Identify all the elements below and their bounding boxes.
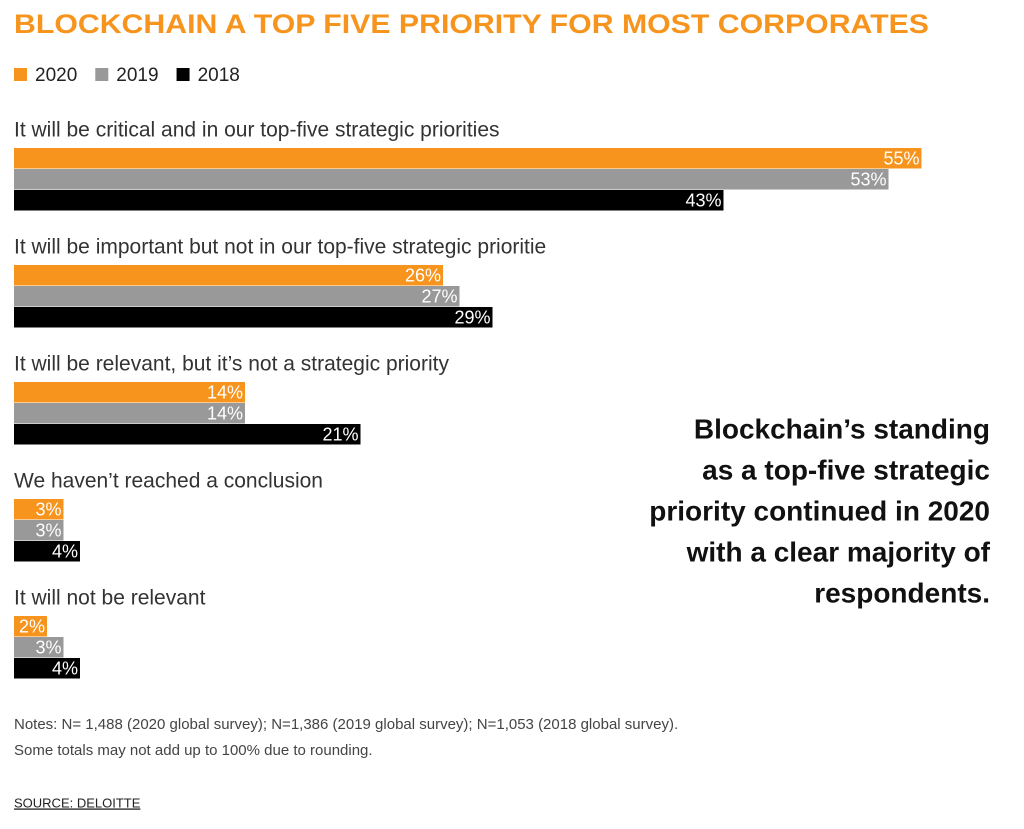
value-label: 3% <box>35 637 61 657</box>
bar <box>14 520 64 541</box>
annotation: Blockchain’s standing <box>694 413 990 444</box>
bar <box>14 616 47 637</box>
value-label: 3% <box>35 499 61 519</box>
bar <box>14 541 80 562</box>
category-label: It will be relevant, but it’s not a stra… <box>14 353 449 376</box>
bar <box>14 403 245 424</box>
value-label: 55% <box>883 148 919 168</box>
value-label: 4% <box>52 541 78 561</box>
legend-swatch <box>14 68 27 81</box>
value-label: 3% <box>35 520 61 540</box>
note: Some totals may not add up to 100% due t… <box>14 742 373 759</box>
bar <box>14 424 361 445</box>
category-label: We haven’t reached a conclusion <box>14 470 323 493</box>
value-label: 29% <box>454 307 490 327</box>
annotation: respondents. <box>814 577 990 608</box>
bar <box>14 169 889 190</box>
legend-label: 2018 <box>198 65 240 86</box>
legend-swatch <box>176 68 190 81</box>
legend-label: 2020 <box>35 65 77 86</box>
category-label: It will not be relevant <box>14 587 206 610</box>
value-label: 4% <box>52 658 78 678</box>
value-label: 43% <box>685 190 721 210</box>
category-label: It will be critical and in our top-five … <box>14 119 500 142</box>
value-label: 14% <box>207 382 243 402</box>
bar <box>14 382 245 403</box>
value-label: 27% <box>421 286 457 306</box>
annotation: with a clear majority of <box>686 536 991 567</box>
bar <box>14 499 64 520</box>
legend-label: 2019 <box>116 65 158 86</box>
chart-title: BLOCKCHAIN A TOP FIVE PRIORITY FOR MOST … <box>14 9 929 39</box>
source: SOURCE: DELOITTE <box>14 795 141 810</box>
bar <box>14 148 922 169</box>
bar <box>14 286 460 307</box>
bar <box>14 637 64 658</box>
value-label: 2% <box>19 616 45 636</box>
bar <box>14 265 443 286</box>
legend-swatch <box>95 68 109 81</box>
bar <box>14 658 80 679</box>
category-label: It will be important but not in our top-… <box>14 236 546 259</box>
bar <box>14 307 493 328</box>
value-label: 26% <box>405 265 441 285</box>
value-label: 21% <box>322 424 358 444</box>
note: Notes: N= 1,488 (2020 global survey); N=… <box>14 716 678 733</box>
annotation: as a top-five strategic <box>702 454 990 485</box>
bar <box>14 190 724 211</box>
value-label: 14% <box>207 403 243 423</box>
value-label: 53% <box>850 169 886 189</box>
annotation: priority continued in 2020 <box>649 495 990 526</box>
